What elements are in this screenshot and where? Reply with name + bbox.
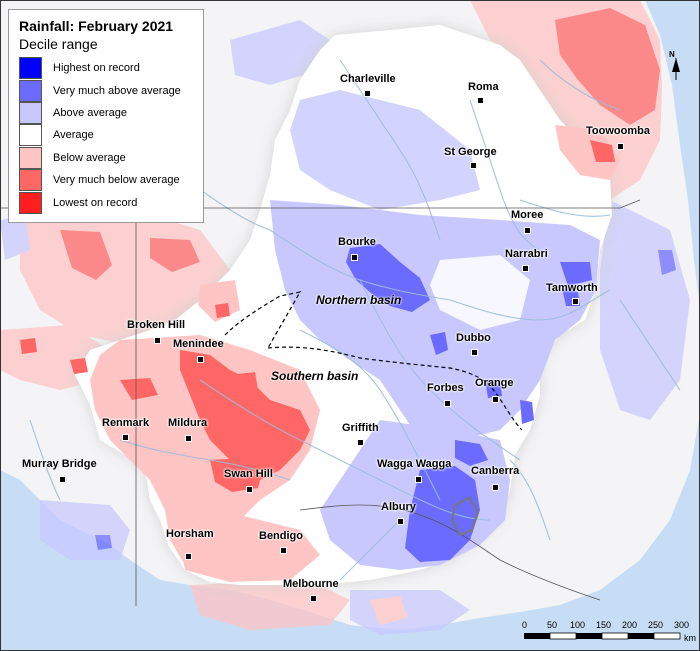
legend-item: Very much below average bbox=[19, 169, 203, 192]
legend-label: Above average bbox=[53, 106, 127, 119]
scale-tick-label: 100 bbox=[570, 620, 586, 630]
legend-title: Rainfall: February 2021 bbox=[19, 18, 174, 34]
town-marker bbox=[154, 337, 161, 344]
town-label-st-george: St George bbox=[444, 146, 497, 158]
town-marker bbox=[397, 518, 404, 525]
north-label: N bbox=[669, 50, 675, 59]
town-marker bbox=[572, 298, 579, 305]
town-marker bbox=[185, 553, 192, 560]
legend-swatch bbox=[19, 124, 42, 147]
legend-items: Highest on record Very much above average… bbox=[19, 57, 203, 214]
town-marker bbox=[280, 547, 287, 554]
town-label-orange: Orange bbox=[475, 377, 514, 389]
act-border bbox=[450, 496, 480, 537]
town-label-moree: Moree bbox=[511, 209, 544, 221]
town-marker bbox=[524, 227, 531, 234]
town-marker bbox=[492, 484, 499, 491]
town-marker bbox=[122, 434, 129, 441]
legend-item: Above average bbox=[19, 101, 203, 124]
legend-label: Highest on record bbox=[53, 62, 140, 75]
town-marker bbox=[59, 476, 66, 483]
scale-tick-label: 150 bbox=[596, 620, 612, 630]
legend-swatch bbox=[19, 146, 42, 169]
town-marker bbox=[364, 90, 371, 97]
town-marker bbox=[197, 356, 204, 363]
town-label-mildura: Mildura bbox=[168, 417, 208, 429]
town-label-toowoomba: Toowoomba bbox=[586, 125, 650, 137]
legend-item: Very much above average bbox=[19, 79, 203, 102]
town-marker bbox=[492, 396, 499, 403]
town-label-wagga-wagga: Wagga Wagga bbox=[377, 458, 452, 470]
town-label-forbes: Forbes bbox=[427, 382, 464, 394]
town-label-broken-hill: Broken Hill bbox=[127, 319, 186, 331]
town-label-menindee: Menindee bbox=[173, 338, 224, 350]
town-label-horsham: Horsham bbox=[166, 528, 214, 540]
town-marker bbox=[351, 254, 358, 261]
town-label-albury: Albury bbox=[381, 501, 416, 513]
legend-swatch bbox=[19, 101, 42, 124]
legend: Rainfall: February 2021 Decile range Hig… bbox=[8, 9, 204, 223]
town-marker bbox=[477, 97, 484, 104]
town-marker bbox=[310, 595, 317, 602]
town-marker bbox=[471, 349, 478, 356]
town-label-charleville: Charleville bbox=[340, 73, 396, 85]
town-label-roma: Roma bbox=[468, 81, 499, 93]
town-label-bourke: Bourke bbox=[338, 236, 376, 248]
legend-item: Lowest on record bbox=[19, 191, 203, 214]
legend-item: Highest on record bbox=[19, 57, 203, 80]
legend-item: Below average bbox=[19, 146, 203, 169]
town-marker bbox=[444, 400, 451, 407]
town-marker bbox=[470, 162, 477, 169]
legend-subtitle: Decile range bbox=[19, 36, 98, 52]
town-label-murray-bridge: Murray Bridge bbox=[22, 458, 97, 470]
legend-swatch bbox=[19, 169, 42, 192]
town-label-bendigo: Bendigo bbox=[259, 530, 303, 542]
legend-label: Very much below average bbox=[53, 174, 180, 187]
legend-label: Average bbox=[53, 129, 94, 142]
legend-label: Lowest on record bbox=[53, 196, 138, 209]
town-marker bbox=[415, 476, 422, 483]
town-label-dubbo: Dubbo bbox=[456, 332, 491, 344]
town-marker bbox=[357, 439, 364, 446]
scale-tick-label: 250 bbox=[648, 620, 664, 630]
town-label-melbourne: Melbourne bbox=[283, 578, 339, 590]
town-label-renmark: Renmark bbox=[102, 417, 150, 429]
scale-unit: km bbox=[684, 633, 696, 643]
scale-tick-label: 200 bbox=[622, 620, 638, 630]
town-marker bbox=[522, 265, 529, 272]
legend-label: Below average bbox=[53, 151, 126, 164]
southern-basin-label: Southern basin bbox=[271, 369, 359, 383]
town-marker bbox=[185, 435, 192, 442]
town-label-canberra: Canberra bbox=[471, 465, 520, 477]
legend-item: Average bbox=[19, 124, 203, 147]
scale-tick-label: 0 bbox=[522, 620, 528, 630]
town-label-tamworth: Tamworth bbox=[546, 282, 598, 294]
town-marker bbox=[617, 143, 624, 150]
town-marker bbox=[246, 486, 253, 493]
legend-swatch bbox=[19, 79, 42, 102]
legend-swatch bbox=[19, 191, 42, 214]
scale-bar bbox=[524, 632, 681, 640]
legend-label: Very much above average bbox=[53, 84, 181, 97]
state-borders bbox=[0, 199, 641, 606]
north-arrow-icon bbox=[672, 58, 680, 80]
legend-swatch bbox=[19, 57, 42, 80]
scale-tick-label: 300 bbox=[674, 620, 690, 630]
scale-tick-label: 50 bbox=[547, 620, 558, 630]
town-label-swan-hill: Swan Hill bbox=[224, 468, 273, 480]
basin-boundary bbox=[224, 291, 523, 431]
town-label-narrabri: Narrabri bbox=[505, 248, 548, 260]
northern-basin-label: Northern basin bbox=[316, 293, 402, 307]
town-label-griffith: Griffith bbox=[342, 422, 379, 434]
